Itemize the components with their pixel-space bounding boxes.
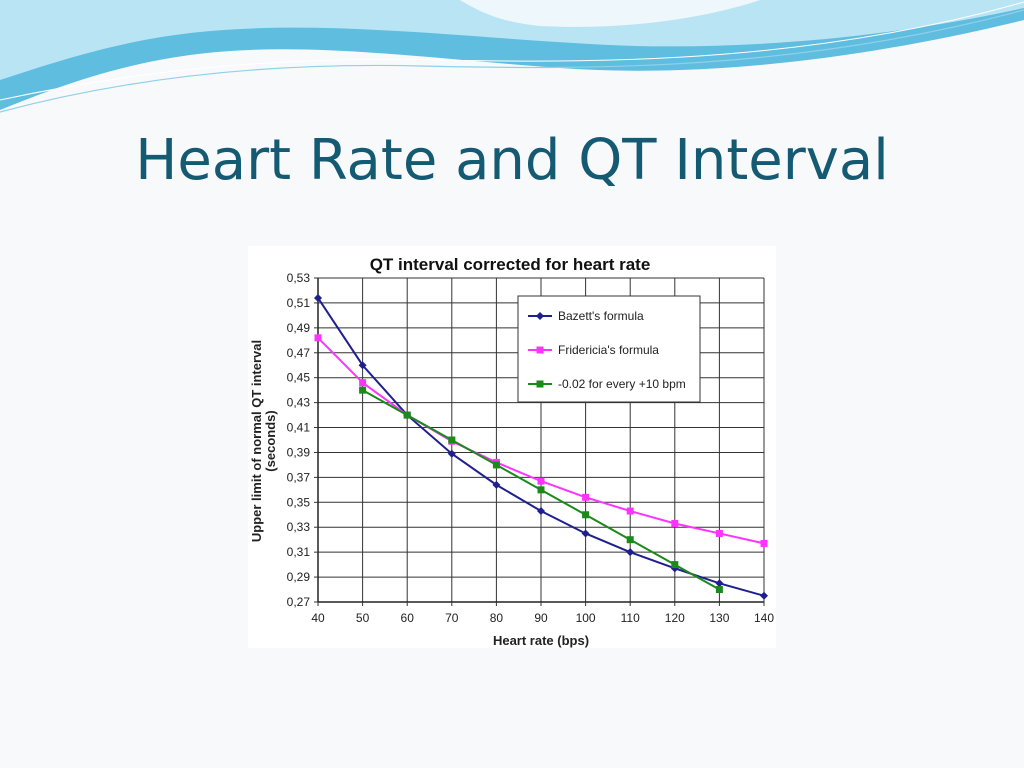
legend-label-bazett: Bazett's formula: [558, 309, 644, 323]
fridericia-point: [537, 477, 545, 485]
fridericia-point: [314, 334, 322, 342]
linear-point: [448, 436, 456, 444]
legend-marker-bazett: [536, 312, 544, 320]
x-tick-label: 80: [490, 611, 504, 625]
x-tick-label: 110: [621, 611, 640, 625]
ticks: 0,53 0,51 0,49 0,47 0,45 0,43 0,41 0,39 0,37 0,35…: [287, 271, 775, 625]
legend: Bazett's formula Fridericia's formula -0.0…: [517, 295, 701, 403]
y-tick-label: 0,35: [287, 495, 311, 509]
fridericia-point: [760, 539, 768, 547]
x-tick-label: 70: [445, 611, 459, 625]
y-tick-label: 0,47: [287, 346, 311, 360]
chart-panel: QT interval corrected for heart rate 0,5…: [248, 246, 776, 648]
linear-point: [492, 461, 500, 469]
wave-white-strip: [460, 0, 760, 27]
y-axis-label-line1: Upper limit of normal QT interval: [249, 340, 264, 542]
y-tick-label: 0,27: [287, 595, 311, 609]
fridericia-point: [715, 529, 723, 537]
series-layer: [314, 293, 768, 600]
legend-marker-fridericia: [536, 346, 544, 354]
fridericia-point: [582, 493, 590, 501]
bazett-point: [537, 507, 545, 516]
linear-point: [403, 411, 411, 419]
bazett-point: [581, 529, 590, 538]
slide-title: Heart Rate and QT Interval: [135, 128, 889, 193]
wave-line-2: [0, 1, 1024, 101]
fridericia-point: [359, 379, 367, 387]
linear-point: [715, 586, 723, 594]
fridericia-point: [626, 507, 634, 515]
wave-top-light: [0, 0, 1024, 80]
x-tick-label: 100: [576, 611, 596, 625]
legend-marker-linear: [536, 380, 544, 388]
x-tick-label: 90: [534, 611, 548, 625]
bazett-point: [715, 579, 724, 588]
linear-point: [671, 561, 679, 569]
wave-line-1: [0, 9, 1024, 113]
x-tick-label: 140: [754, 611, 774, 625]
bazett-point: [492, 480, 501, 489]
x-tick-label: 120: [665, 611, 685, 625]
y-tick-label: 0,31: [287, 545, 311, 559]
y-tick-label: 0,45: [287, 371, 311, 385]
y-tick-label: 0,39: [287, 445, 311, 459]
y-tick-label: 0,33: [287, 520, 311, 534]
y-axis-label-line2: (seconds): [263, 410, 278, 471]
linear-point: [582, 511, 590, 519]
series-linear: [359, 386, 723, 594]
y-tick-label: 0,37: [287, 470, 311, 484]
x-tick-label: 130: [709, 611, 729, 625]
grid: [317, 277, 765, 603]
y-tick-label: 0,41: [287, 421, 311, 435]
y-tick-label: 0,29: [287, 570, 311, 584]
linear-point: [359, 386, 367, 394]
y-tick-label: 0,51: [287, 296, 311, 310]
bazett-point: [314, 293, 322, 302]
bazett-point: [447, 449, 456, 458]
y-tick-label: 0,43: [287, 396, 311, 410]
y-tick-label: 0,53: [287, 271, 311, 285]
x-tick-label: 40: [311, 611, 325, 625]
legend-label-fridericia: Fridericia's formula: [558, 343, 659, 357]
x-tick-label: 50: [356, 611, 370, 625]
x-tick-label: 60: [401, 611, 415, 625]
chart-title: QT interval corrected for heart rate: [370, 255, 651, 274]
y-tick-label: 0,49: [287, 321, 311, 335]
legend-label-linear: -0.02 for every +10 bpm: [558, 377, 686, 391]
x-axis-label: Heart rate (bps): [493, 633, 589, 648]
fridericia-point: [671, 519, 679, 527]
linear-point: [537, 486, 545, 494]
bazett-point: [626, 548, 635, 557]
linear-point: [626, 536, 634, 544]
bazett-point: [760, 591, 768, 600]
qt-chart: QT interval corrected for heart rate 0,5…: [249, 255, 775, 648]
bazett-point: [358, 361, 367, 370]
